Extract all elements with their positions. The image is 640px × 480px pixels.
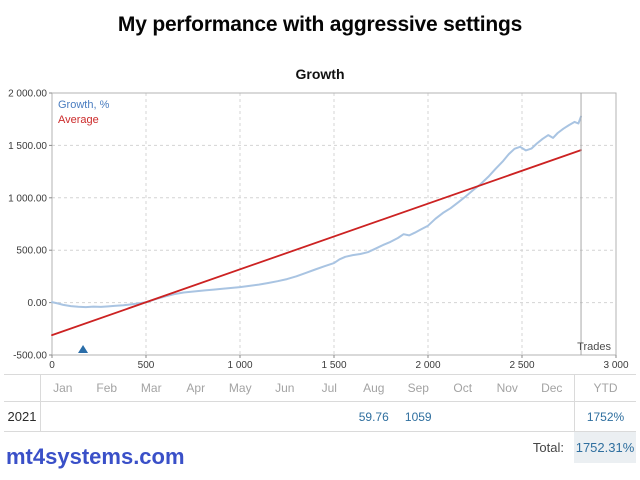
value-feb [85, 402, 130, 431]
year-label: 2021 [7, 409, 37, 424]
month-header-jun: Jun [275, 381, 295, 395]
total-label: Total: [532, 440, 564, 455]
watermark-link[interactable]: mt4systems.com [6, 444, 185, 469]
page-title: My performance with aggressive settings [117, 13, 523, 36]
month-header-may: May [228, 381, 252, 395]
value-apr [174, 402, 219, 431]
value-oct [441, 402, 486, 431]
svg-text:1 000.00: 1 000.00 [8, 193, 47, 204]
svg-text:1 500: 1 500 [321, 360, 346, 371]
table-row-2021: 2021 59.76 1059 1752% [4, 402, 636, 432]
month-header-sep: Sep [407, 381, 429, 395]
value-may [218, 402, 263, 431]
ytd-value: 1752% [574, 402, 636, 431]
month-header-aug: Aug [363, 381, 385, 395]
value-mar [129, 402, 174, 431]
monthly-performance-table: Jan Feb Mar Apr May Jun Jul Aug Sep Oct Nov Dec YTD … [4, 374, 636, 463]
svg-text:1 500.00: 1 500.00 [8, 141, 47, 152]
x-axis-labels: 0 500 1 000 1 500 2 000 2 500 3 000 [49, 360, 629, 371]
ytd-header: YTD [574, 375, 636, 401]
value-jan [40, 402, 85, 431]
table-header-row: Jan Feb Mar Apr May Jun Jul Aug Sep Oct Nov Dec YTD [4, 374, 636, 402]
svg-text:0.00: 0.00 [28, 298, 48, 309]
value-nov [485, 402, 530, 431]
axis-ticks [49, 92, 617, 358]
value-dec [530, 402, 575, 431]
table-total-row: Total: 1752.31% [4, 432, 636, 463]
value-jun [263, 402, 308, 431]
growth-chart: 0 500 1 000 1 500 2 000 2 500 3 000 -500.00 0.0… [8, 89, 629, 372]
month-header-jul: Jul [321, 381, 337, 395]
series-lines [51, 115, 582, 337]
gridlines [52, 93, 616, 355]
svg-text:3 000: 3 000 [603, 360, 628, 371]
annotations [78, 93, 582, 355]
legend-average-label: Average [58, 114, 99, 126]
month-header-jan: Jan [40, 375, 85, 401]
month-header-dec: Dec [541, 381, 563, 395]
total-value: 1752.31% [574, 432, 636, 463]
month-header-mar: Mar [140, 381, 162, 395]
svg-text:500: 500 [138, 360, 155, 371]
y-axis-labels: -500.00 0.00 500.00 1 000.00 1 500.00 2 000.0… [8, 89, 47, 362]
month-header-nov: Nov [496, 381, 518, 395]
value-sep: 1059 [404, 409, 432, 424]
svg-text:500.00: 500.00 [16, 246, 47, 257]
chart-title: Growth [295, 66, 345, 82]
svg-text:-500.00: -500.00 [13, 351, 47, 362]
svg-text:2 000.00: 2 000.00 [8, 89, 47, 100]
x-axis-unit-label: Trades [577, 341, 611, 353]
month-header-apr: Apr [186, 381, 206, 395]
month-header-oct: Oct [453, 381, 473, 395]
svg-text:0: 0 [49, 360, 55, 371]
legend-growth-label: Growth, % [58, 99, 110, 111]
svg-text:1 000: 1 000 [227, 360, 252, 371]
year-column-header [4, 375, 40, 401]
svg-text:2 500: 2 500 [509, 360, 534, 371]
value-jul [307, 402, 352, 431]
svg-text:2 000: 2 000 [415, 360, 440, 371]
month-header-feb: Feb [96, 381, 118, 395]
value-aug: 59.76 [358, 409, 389, 424]
